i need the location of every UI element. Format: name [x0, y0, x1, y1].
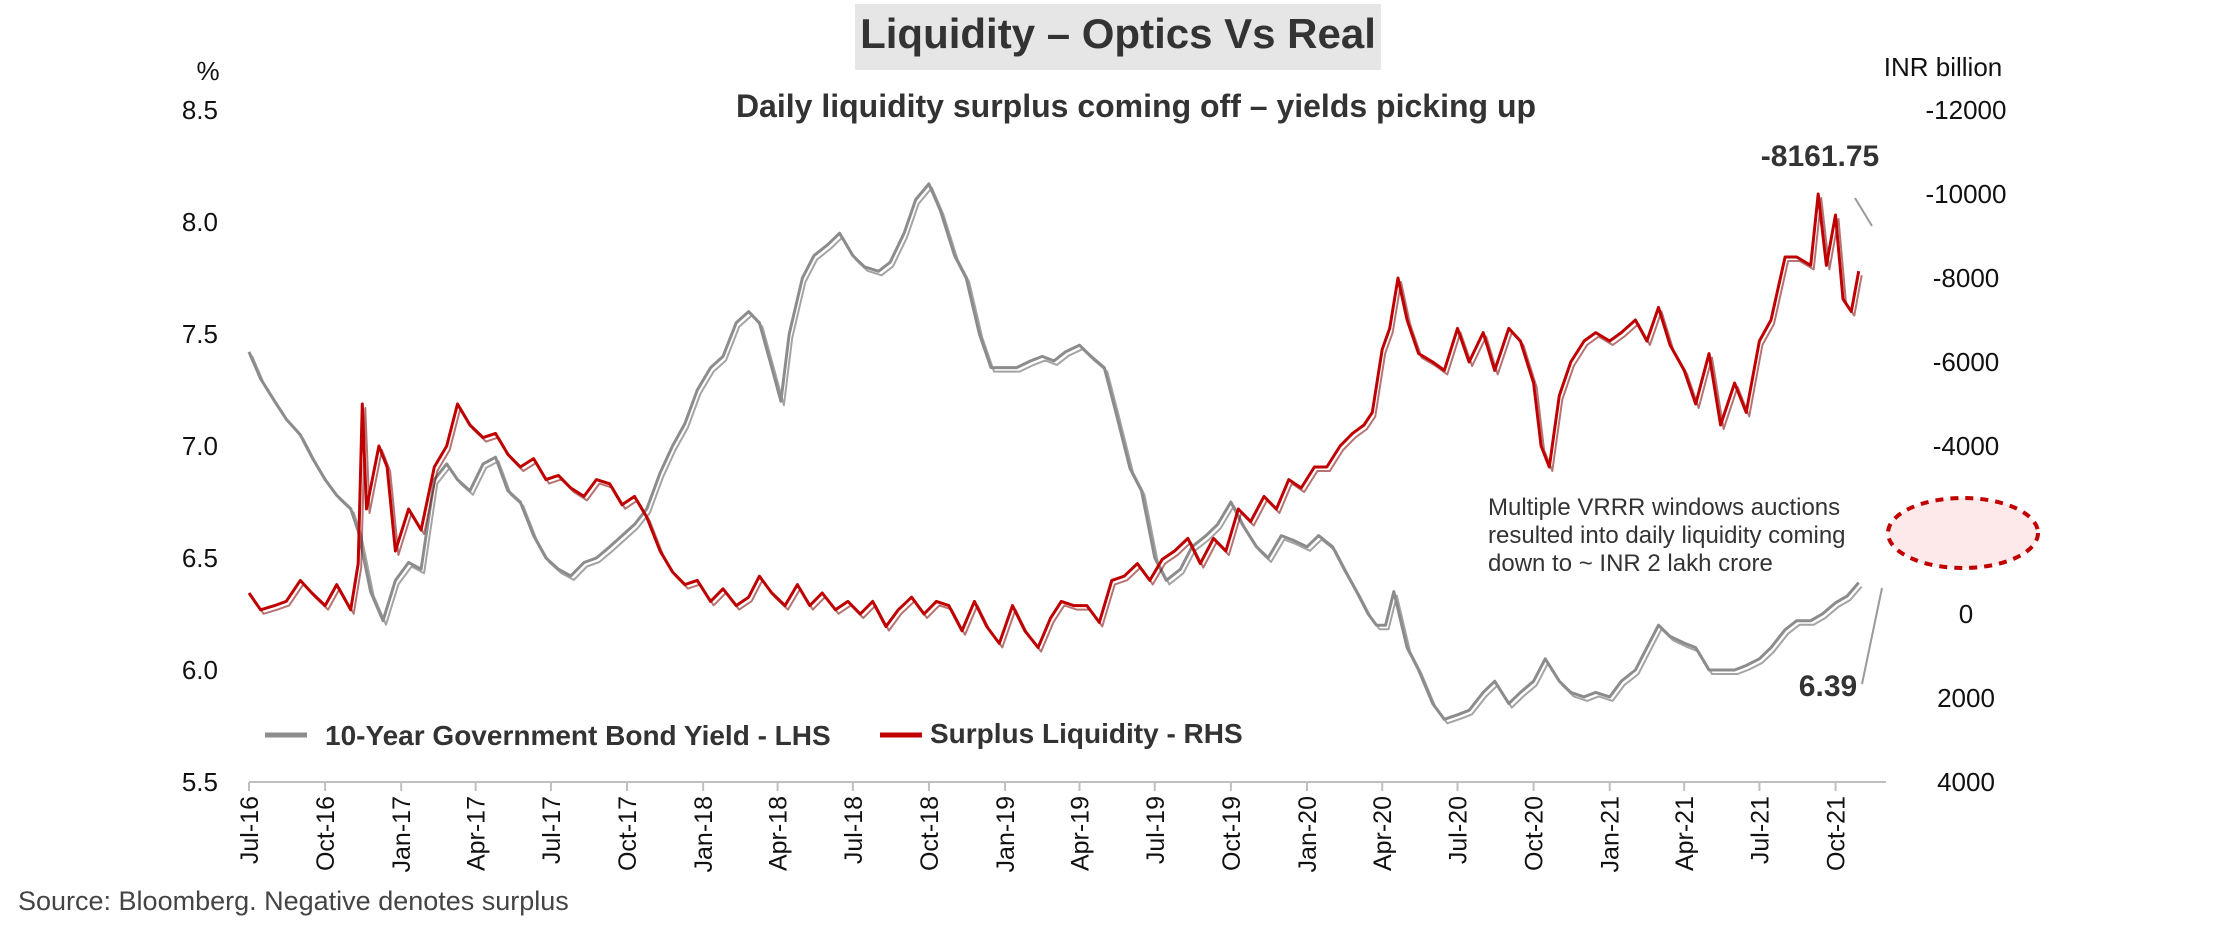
- annotation-line: Multiple VRRR windows auctions: [1488, 494, 1840, 521]
- series-line: [247, 182, 1860, 721]
- x-tick-label: Oct-20: [1521, 796, 1549, 871]
- x-tick-label: Jul-18: [840, 796, 868, 864]
- x-tick-label: Jan-18: [690, 796, 718, 872]
- source-note: Source: Bloomberg. Negative denotes surp…: [18, 886, 569, 916]
- chart-subtitle: Daily liquidity surplus coming off – yie…: [736, 88, 1536, 124]
- left-tick-label: 8.0: [182, 207, 218, 237]
- x-tick-label: Oct-16: [312, 796, 340, 871]
- series-surplus-liquidity: [247, 192, 1863, 653]
- x-tick-label: Apr-20: [1369, 796, 1397, 871]
- x-tick-label: Jul-16: [236, 796, 264, 864]
- annotation-line: down to ~ INR 2 lakh crore: [1488, 550, 1773, 577]
- x-tick-label: Jul-21: [1746, 796, 1774, 864]
- series-bond-yield: [247, 182, 1863, 725]
- yield-end-leader: [1861, 587, 1883, 685]
- right-tick-label: 2000: [1937, 683, 1995, 713]
- left-axis-ticks: 8.5 8.0 7.5 7.0 6.5 6.0 5.5: [182, 95, 218, 797]
- x-tick-label: Oct-17: [614, 796, 642, 871]
- right-tick-label: -10000: [1926, 179, 2007, 209]
- series-line: [247, 192, 1861, 650]
- x-tick-label: Jan-20: [1294, 796, 1322, 872]
- right-tick-label: -12000: [1926, 95, 2007, 125]
- x-tick-label: Apr-18: [765, 796, 793, 871]
- series-line-shadow: [251, 186, 1863, 725]
- left-tick-label: 6.0: [182, 655, 218, 685]
- x-tick-label: Jul-17: [538, 796, 566, 864]
- legend: 10-Year Government Bond Yield - LHS Surp…: [265, 718, 1243, 751]
- annotation-highlight-ellipse: [1886, 496, 2040, 570]
- x-tick-label: Jan-19: [992, 796, 1020, 872]
- x-tick-label: Oct-21: [1823, 796, 1851, 871]
- x-axis-ticks: Jul-16 Oct-16 Jan-17 Apr-17 Jul-17 Oct-17 Jan-…: [236, 782, 1851, 872]
- legend-liquidity-label: Surplus Liquidity - RHS: [930, 718, 1243, 749]
- x-tick-label: Oct-19: [1218, 796, 1246, 871]
- chart-title: Liquidity – Optics Vs Real: [860, 10, 1376, 57]
- left-tick-label: 5.5: [182, 767, 218, 797]
- x-tick-label: Jan-21: [1597, 796, 1625, 872]
- left-tick-label: 8.5: [182, 95, 218, 125]
- left-tick-label: 6.5: [182, 543, 218, 573]
- right-tick-label: -8000: [1933, 263, 2000, 293]
- right-axis-unit: INR billion: [1884, 52, 2003, 82]
- x-tick-label: Apr-19: [1066, 796, 1094, 871]
- x-tick-label: Jan-17: [388, 796, 416, 872]
- left-axis-unit: %: [196, 56, 219, 86]
- right-tick-label: -4000: [1933, 431, 2000, 461]
- right-tick-label: 0: [1959, 599, 1973, 629]
- yield-end-label: 6.39: [1799, 670, 1857, 703]
- right-axis-ticks: -12000-10000-8000-6000-4000-200002000400…: [1926, 95, 2007, 797]
- left-tick-label: 7.0: [182, 431, 218, 461]
- liquidity-end-leader: [1854, 197, 1873, 227]
- liquidity-end-label: -8161.75: [1761, 140, 1879, 173]
- annotation-line: resulted into daily liquidity coming: [1488, 522, 1846, 549]
- series-line-shadow: [251, 197, 1863, 653]
- x-tick-label: Jul-19: [1142, 796, 1170, 864]
- legend-yield-label: 10-Year Government Bond Yield - LHS: [325, 720, 831, 751]
- x-tick-label: Jul-20: [1445, 796, 1473, 864]
- left-tick-label: 7.5: [182, 319, 218, 349]
- x-tick-label: Apr-17: [463, 796, 491, 871]
- title-background: [855, 4, 1381, 70]
- x-tick-label: Oct-18: [916, 796, 944, 871]
- x-tick-label: Apr-21: [1671, 796, 1699, 871]
- right-tick-label: -6000: [1933, 347, 2000, 377]
- right-tick-label: 4000: [1937, 767, 1995, 797]
